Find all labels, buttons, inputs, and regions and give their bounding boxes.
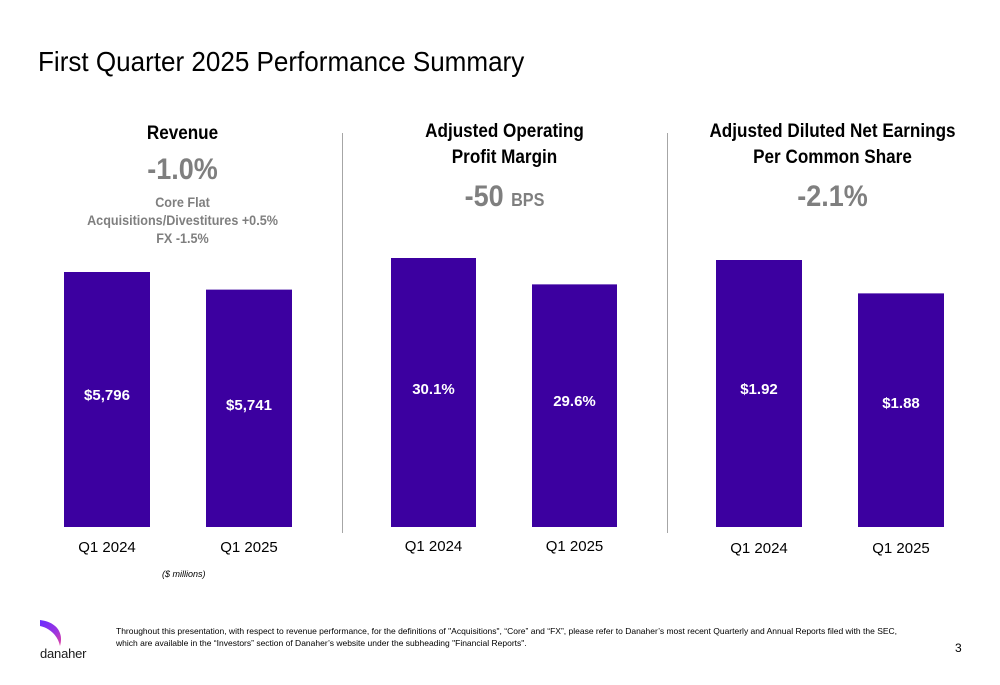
revenue-bar-1 (64, 272, 150, 527)
revenue-acquisitions: Acquisitions/Divestitures +0.5% (87, 212, 278, 228)
margin-bar-2 (532, 284, 617, 527)
revenue-bar-2 (206, 289, 292, 527)
units-note: ($ millions) (162, 569, 206, 579)
margin-category-label-2: Q1 2025 (546, 538, 604, 555)
page-number: 3 (955, 641, 962, 655)
eps-panel: Adjusted Diluted Net Earnings Per Common… (685, 0, 980, 600)
margin-panel: Adjusted Operating Profit Margin -50 BPS (362, 0, 647, 600)
margin-bar-1 (391, 258, 476, 527)
margin-change-unit: BPS (511, 190, 545, 210)
revenue-breakdown: Core Flat Acquisitions/Divestitures +0.5… (54, 193, 311, 247)
eps-category-label-2: Q1 2025 (872, 540, 930, 557)
revenue-category-label-2: Q1 2025 (220, 539, 278, 556)
margin-bar-label-2: 29.6% (553, 393, 596, 410)
revenue-bar-label-2: $5,741 (226, 397, 272, 414)
margin-heading: Adjusted Operating Profit Margin (425, 121, 584, 168)
margin-bar-label-1: 30.1% (412, 381, 455, 398)
revenue-core: Core Flat (155, 194, 210, 210)
panel-divider-1 (342, 133, 343, 533)
revenue-category-label-1: Q1 2024 (78, 539, 136, 556)
eps-bar-2 (858, 293, 944, 527)
margin-category-label-1: Q1 2024 (405, 538, 463, 555)
panel-divider-2 (667, 133, 668, 533)
eps-bar-label-1: $1.92 (740, 381, 778, 398)
margin-change: -50 BPS (464, 180, 545, 213)
eps-bar-label-2: $1.88 (882, 395, 920, 412)
page-title: First Quarter 2025 Performance Summary (38, 46, 525, 77)
revenue-fx: FX -1.5% (156, 230, 209, 246)
revenue-heading: Revenue (146, 123, 219, 144)
eps-heading: Adjusted Diluted Net Earnings Per Common… (709, 121, 956, 168)
eps-change: -2.1% (797, 180, 868, 213)
danaher-logo-text: danaher (40, 646, 87, 661)
footnote: Throughout this presentation, with respe… (116, 626, 898, 648)
revenue-panel: Revenue -1.0% Core Flat Acquisitions/Div… (40, 0, 325, 600)
danaher-logo-icon (38, 618, 68, 653)
eps-bar-1 (716, 260, 802, 527)
revenue-change: -1.0% (147, 153, 218, 186)
eps-category-label-1: Q1 2024 (730, 540, 788, 557)
revenue-bar-label-1: $5,796 (84, 387, 130, 404)
